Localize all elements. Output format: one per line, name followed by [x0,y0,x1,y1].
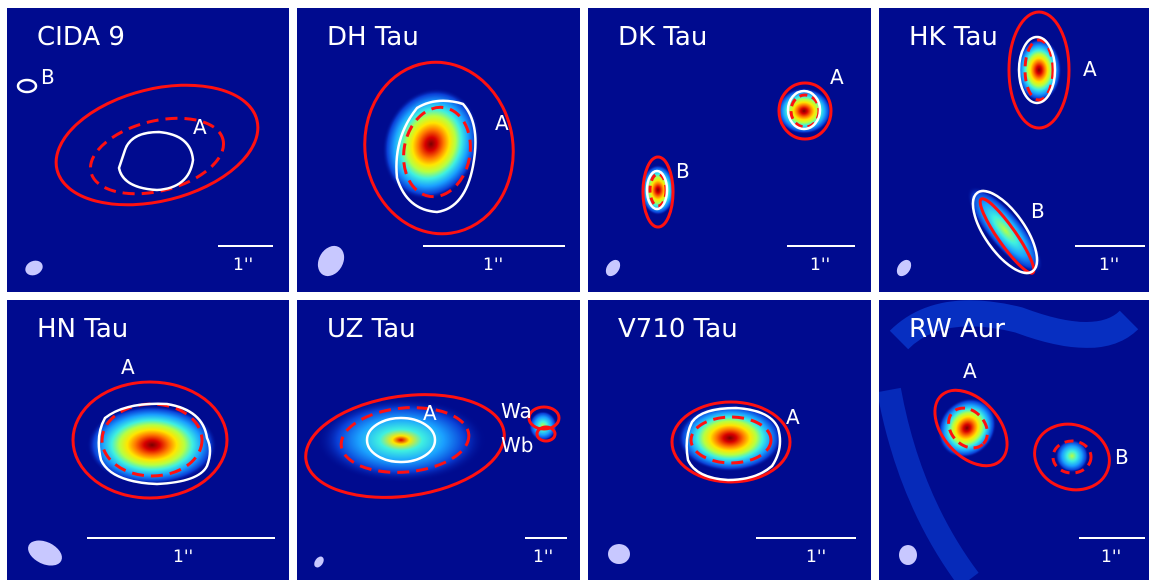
white-contour-b [645,169,669,211]
outer-ellipse [363,60,515,236]
white-contour [685,406,782,482]
panel-title: UZ Tau [327,314,416,344]
beam-ellipse [605,259,621,277]
source-label-b: B [41,65,55,89]
panel-title: HK Tau [909,22,998,52]
white-contour [117,130,195,192]
panel-v710-tau: V710 Tau A 1'' [588,300,871,580]
scale-label: 1'' [1099,255,1120,275]
scale-label: 1'' [533,547,554,567]
outer-ellipse-a [1007,10,1071,130]
white-contour-b [971,189,1039,275]
panel-title: V710 Tau [618,314,738,344]
source-label-wa: Wa [501,399,532,423]
dashed-ellipse-b [1051,439,1093,475]
source-label-a: A [963,359,977,383]
panel-image [896,10,1145,284]
scale-label: 1'' [233,255,254,275]
outer-ellipse [54,83,260,207]
beam-ellipse [314,556,324,568]
beam-ellipse [896,259,912,277]
beam-ellipse [28,540,62,566]
panel-hn-tau: HN Tau A 1'' [7,300,289,580]
panel-image [16,78,273,276]
ellipse-wb [535,425,557,443]
source-label-a: A [193,115,207,139]
panel-dk-tau: DK Tau A B 1'' [588,8,871,292]
outer-ellipse [670,400,792,484]
tidal-arm [889,300,1139,350]
panel-title: RW Aur [909,314,1005,344]
source-label-a: A [495,111,509,135]
outer-ellipse-b [641,155,675,229]
panel-title: CIDA 9 [37,22,125,52]
dashed-ellipse [100,402,204,478]
panel-image [28,380,275,566]
beam-ellipse [317,245,345,277]
panel-image [605,81,855,277]
panel-rw-aur: RW Aur A B 1'' [879,300,1149,580]
panel-title: HN Tau [37,314,129,344]
scale-label: 1'' [173,547,194,567]
scale-label: 1'' [810,255,831,275]
source-label-a: A [830,65,844,89]
panel-image [879,300,1145,580]
scale-label: 1'' [1101,547,1122,567]
scale-label: 1'' [483,255,504,275]
white-contour [365,416,437,464]
outer-ellipse-b [1033,422,1111,492]
white-contour [97,402,212,486]
panel-cida-9: CIDA 9 A B 1'' [7,8,289,292]
dashed-ellipse-a [1023,38,1055,102]
outer-ellipse [71,380,229,500]
beam-ellipse [899,545,917,565]
dashed-ellipse [339,406,471,474]
outer-ellipse-a [777,81,833,141]
outer-ellipse-a [933,388,1009,468]
beam-ellipse [25,260,43,276]
panel-dh-tau: DH Tau A 1'' [297,8,580,292]
ellipse-wa [527,405,561,431]
outer-ellipse [304,393,506,499]
panel-image [304,393,567,568]
source-label-a: A [423,401,437,425]
source-label-b: B [1115,445,1129,469]
source-label-a: A [121,355,135,379]
panel-hk-tau: HK Tau A B 1'' [879,8,1149,292]
panel-uz-tau: UZ Tau A Wa Wb 1'' [297,300,580,580]
white-contour-a [1017,35,1057,105]
scale-label: 1'' [806,547,827,567]
source-label-a: A [1083,57,1097,81]
panel-image [317,60,565,277]
outer-ellipse-b [978,197,1036,275]
dashed-ellipse [402,105,472,199]
source-label-wb: Wb [501,433,534,457]
source-label-a: A [786,405,800,429]
source-label-b: B [1031,199,1045,223]
panel-title: DK Tau [618,22,708,52]
dashed-ellipse [689,415,773,465]
panel-title: DH Tau [327,22,419,52]
panel-image [608,400,856,564]
white-contour [395,99,477,214]
white-contour-a [786,89,822,131]
beam-ellipse [608,544,630,564]
source-b-marker [16,78,38,94]
emission-blob-b [956,176,1054,284]
dashed-ellipse [88,116,226,196]
tidal-arm-lower [879,387,979,580]
source-label-b: B [676,159,690,183]
